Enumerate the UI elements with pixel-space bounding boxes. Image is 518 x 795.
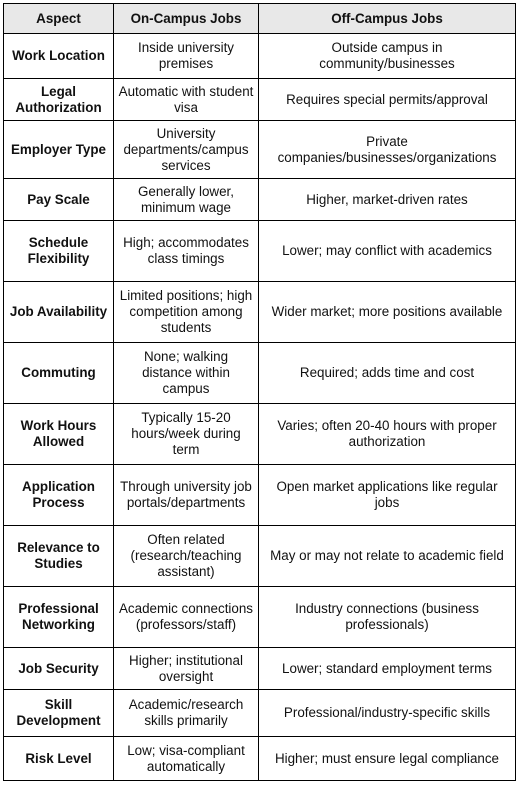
table-body: Work Location Inside university premises O… <box>3 33 516 781</box>
on-campus-cell: Through university job portals/departmen… <box>113 464 259 526</box>
aspect-cell: Legal Authorization <box>3 78 114 121</box>
table-row: Relevance to Studies Often related (resea… <box>3 525 516 587</box>
off-campus-cell: Private companies/businesses/organizatio… <box>258 120 516 179</box>
table-row: Professional Networking Academic connecti… <box>3 586 516 648</box>
table-row: Legal Authorization Automatic with studen… <box>3 78 516 121</box>
table-row: Pay Scale Generally lower, minimum wage Hi… <box>3 178 516 221</box>
table-row: Schedule Flexibility High; accommodates c… <box>3 220 516 282</box>
on-campus-cell: Limited positions; high competition amon… <box>113 281 259 343</box>
off-campus-cell: Requires special permits/approval <box>258 78 516 121</box>
on-campus-cell: Often related (research/teaching assista… <box>113 525 259 587</box>
aspect-cell: Application Process <box>3 464 114 526</box>
on-campus-cell: Typically 15-20 hours/week during term <box>113 403 259 465</box>
header-off-campus: Off-Campus Jobs <box>258 3 516 34</box>
on-campus-cell: Low; visa-compliant automatically <box>113 736 259 781</box>
table-row: Skill Development Academic/research skill… <box>3 689 516 737</box>
on-campus-cell: Generally lower, minimum wage <box>113 178 259 221</box>
aspect-cell: Commuting <box>3 342 114 404</box>
aspect-cell: Work Hours Allowed <box>3 403 114 465</box>
comparison-table: Aspect On-Campus Jobs Off-Campus Jobs Wo… <box>3 3 516 781</box>
aspect-cell: Risk Level <box>3 736 114 781</box>
off-campus-cell: Higher, market-driven rates <box>258 178 516 221</box>
on-campus-cell: None; walking distance within campus <box>113 342 259 404</box>
on-campus-cell: Higher; institutional oversight <box>113 647 259 690</box>
table-row: Risk Level Low; visa-compliant automatica… <box>3 736 516 781</box>
header-on-campus: On-Campus Jobs <box>113 3 259 34</box>
aspect-cell: Job Security <box>3 647 114 690</box>
off-campus-cell: Varies; often 20-40 hours with proper au… <box>258 403 516 465</box>
off-campus-cell: Industry connections (business professio… <box>258 586 516 648</box>
off-campus-cell: Higher; must ensure legal compliance <box>258 736 516 781</box>
table-row: Job Security Higher; institutional oversi… <box>3 647 516 690</box>
off-campus-cell: Outside campus in community/businesses <box>258 33 516 79</box>
table-row: Application Process Through university jo… <box>3 464 516 526</box>
table-row: Work Location Inside university premises O… <box>3 33 516 79</box>
table-row: Commuting None; walking distance within c… <box>3 342 516 404</box>
header-aspect: Aspect <box>3 3 114 34</box>
off-campus-cell: Lower; standard employment terms <box>258 647 516 690</box>
aspect-cell: Relevance to Studies <box>3 525 114 587</box>
on-campus-cell: Academic/research skills primarily <box>113 689 259 737</box>
on-campus-cell: Inside university premises <box>113 33 259 79</box>
on-campus-cell: Automatic with student visa <box>113 78 259 121</box>
aspect-cell: Work Location <box>3 33 114 79</box>
on-campus-cell: University departments/campus services <box>113 120 259 179</box>
aspect-cell: Professional Networking <box>3 586 114 648</box>
off-campus-cell: May or may not relate to academic field <box>258 525 516 587</box>
on-campus-cell: Academic connections (professors/staff) <box>113 586 259 648</box>
aspect-cell: Job Availability <box>3 281 114 343</box>
aspect-cell: Schedule Flexibility <box>3 220 114 282</box>
aspect-cell: Skill Development <box>3 689 114 737</box>
off-campus-cell: Lower; may conflict with academics <box>258 220 516 282</box>
aspect-cell: Employer Type <box>3 120 114 179</box>
table-row: Job Availability Limited positions; high … <box>3 281 516 343</box>
table-row: Work Hours Allowed Typically 15-20 hours/… <box>3 403 516 465</box>
on-campus-cell: High; accommodates class timings <box>113 220 259 282</box>
off-campus-cell: Required; adds time and cost <box>258 342 516 404</box>
off-campus-cell: Wider market; more positions available <box>258 281 516 343</box>
table-row: Employer Type University departments/camp… <box>3 120 516 179</box>
aspect-cell: Pay Scale <box>3 178 114 221</box>
off-campus-cell: Open market applications like regular jo… <box>258 464 516 526</box>
off-campus-cell: Professional/industry-specific skills <box>258 689 516 737</box>
header-row: Aspect On-Campus Jobs Off-Campus Jobs <box>3 3 516 34</box>
